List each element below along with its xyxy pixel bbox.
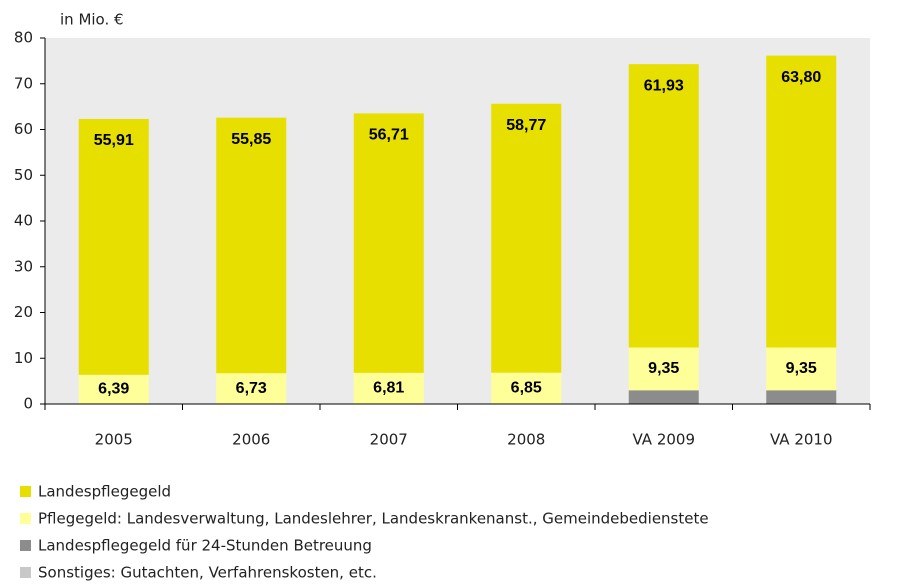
- y-tick-label: 60: [14, 120, 33, 138]
- bar-segment: [766, 390, 837, 404]
- legend-swatch: [20, 486, 31, 497]
- y-tick-label: 30: [14, 257, 33, 275]
- y-tick-label: 80: [14, 29, 33, 47]
- y-axis-label: in Mio. €: [60, 11, 124, 29]
- legend-swatch: [20, 513, 31, 524]
- value-label: 61,93: [644, 77, 684, 94]
- value-label: 6,85: [511, 380, 542, 397]
- legend-swatch: [20, 567, 31, 578]
- bar-segment: [78, 374, 149, 404]
- x-tick-label: 2008: [507, 431, 545, 449]
- y-tick-label: 70: [14, 74, 33, 92]
- bar-segment: [766, 347, 837, 391]
- y-tick-label: 50: [14, 166, 33, 184]
- x-tick-label: 2007: [370, 431, 408, 449]
- bar-segment: [766, 55, 837, 348]
- value-label: 6,73: [236, 380, 267, 397]
- y-tick-label: 0: [23, 395, 33, 413]
- value-label: 63,80: [781, 69, 821, 86]
- value-label: 9,35: [648, 360, 679, 377]
- x-tick-label: VA 2009: [632, 431, 695, 449]
- bar-segment: [491, 372, 562, 404]
- x-tick-label: 2005: [95, 431, 133, 449]
- bar-segment: [216, 117, 287, 374]
- y-tick-label: 10: [14, 349, 33, 367]
- value-label: 6,39: [98, 381, 129, 398]
- bar-segment: [216, 373, 287, 404]
- bar-segment: [353, 113, 424, 373]
- x-tick-label: 2006: [232, 431, 270, 449]
- value-label: 58,77: [506, 117, 546, 134]
- legend-label: Pflegegeld: Landesverwaltung, Landeslehr…: [38, 510, 709, 528]
- bar-segment: [78, 118, 149, 375]
- bar-segment: [353, 372, 424, 404]
- y-tick-label: 20: [14, 303, 33, 321]
- value-label: 55,85: [231, 131, 271, 148]
- bar-segment: [491, 103, 562, 373]
- value-label: 6,81: [373, 380, 404, 397]
- bar-segment: [628, 64, 699, 348]
- value-label: 55,91: [94, 132, 134, 149]
- plot-background: [45, 38, 870, 404]
- value-label: 9,35: [786, 360, 817, 377]
- bar-segment: [628, 390, 699, 404]
- value-label: 56,71: [369, 127, 409, 144]
- legend-swatch: [20, 540, 31, 551]
- x-tick-label: VA 2010: [770, 431, 833, 449]
- y-tick-label: 40: [14, 212, 33, 230]
- legend-label: Landespflegegeld: [38, 483, 171, 501]
- legend-label: Sonstiges: Gutachten, Verfahrenskosten, …: [38, 564, 377, 582]
- bar-segment: [628, 347, 699, 391]
- legend-label: Landespflegegeld für 24-Stunden Betreuun…: [38, 537, 372, 555]
